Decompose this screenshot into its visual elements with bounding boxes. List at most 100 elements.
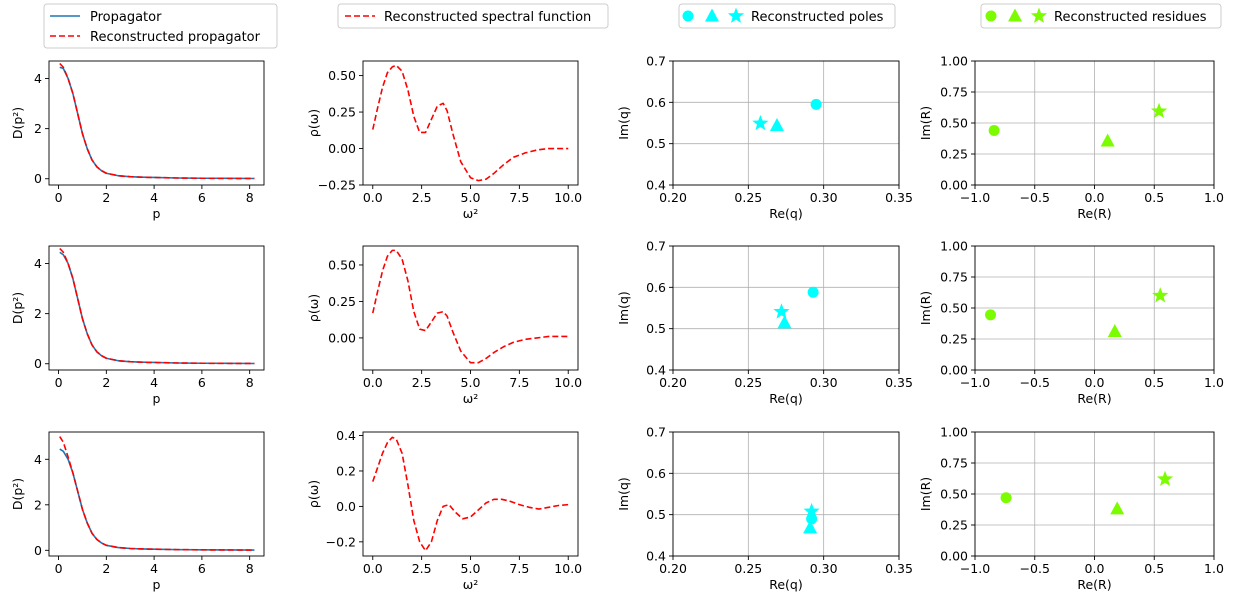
- y-axis-label: Im(q): [616, 291, 631, 325]
- y-axis-label: Im(q): [616, 477, 631, 511]
- ytick-label: 0.4: [646, 363, 666, 378]
- panel-residues-row2: −1.0 −0.5 0.0 0.5 1.0 0.00 0.25 0.50 0.75 1.00 Re(…: [918, 239, 1224, 407]
- xtick-label: 7.5: [509, 375, 529, 390]
- legend-label-poles: Reconstructed poles: [751, 10, 884, 25]
- x-axis-label: Re(R): [1077, 391, 1111, 406]
- ytick-label: 4: [34, 256, 42, 271]
- point-triangle: [769, 117, 784, 131]
- xtick-label: −0.5: [1020, 190, 1050, 205]
- xtick-label: 8: [246, 190, 254, 205]
- xtick-label: 2.5: [412, 375, 432, 390]
- ytick-label: 0.50: [940, 116, 968, 131]
- xtick-label: 8: [246, 375, 254, 390]
- ytick-label: 0.50: [328, 257, 356, 272]
- y-axis-label: Im(q): [616, 106, 631, 140]
- ytick-label: 0.0: [336, 499, 356, 514]
- ytick-label: −0.25: [318, 178, 356, 193]
- xtick-label: 5.0: [461, 375, 481, 390]
- y-axis-label: Im(R): [918, 291, 933, 325]
- panel-residues-row3: −1.0 −0.5 0.0 0.5 1.0 0.00 0.25 0.50 0.75 1.00 Re(…: [918, 425, 1224, 593]
- point-triangle: [777, 315, 792, 329]
- xtick-label: 5.0: [461, 561, 481, 576]
- ytick-label: 1.00: [940, 239, 968, 254]
- legend-marker-circle: [682, 10, 694, 22]
- xtick-label: −1.0: [960, 375, 990, 390]
- xtick-label: 0.30: [810, 190, 838, 205]
- legend-residues: Reconstructed residues: [980, 3, 1222, 29]
- ytick-label: 0.00: [328, 141, 356, 156]
- y-axis-label: ρ(ω): [306, 294, 321, 322]
- point-circle: [807, 286, 819, 298]
- ytick-label: 4: [34, 71, 42, 86]
- point-circle: [1000, 492, 1012, 504]
- xtick-label: 0.0: [1085, 375, 1105, 390]
- ytick-label: −0.2: [326, 534, 356, 549]
- point-star: [752, 114, 769, 131]
- series-reconstructed-propagator: [59, 247, 255, 365]
- ytick-label: 0.7: [646, 54, 666, 69]
- xtick-label: −0.5: [1020, 375, 1050, 390]
- point-triangle: [1110, 501, 1125, 515]
- legend-label-propagator: Propagator: [90, 10, 162, 25]
- legend-label-spectral: Reconstructed spectral function: [384, 10, 591, 25]
- panel-spectral-row3: 0.0 2.5 5.0 7.5 10.0 −0.2 0.0 0.2 0.4 ω² ρ(ω): [306, 428, 582, 592]
- xtick-label: 4: [150, 375, 158, 390]
- xtick-label: 7.5: [509, 561, 529, 576]
- ytick-label: 0.75: [940, 270, 968, 285]
- ytick-label: 0.50: [940, 487, 968, 502]
- xtick-label: 0.20: [659, 561, 687, 576]
- xtick-label: 2.5: [412, 561, 432, 576]
- panel-poles-row2: 0.20 0.25 0.30 0.35 0.4 0.5 0.6 0.7 Re(q) Im(q): [616, 239, 913, 407]
- legend-propagator: Propagator Reconstructed propagator: [43, 3, 278, 49]
- x-axis-label: ω²: [463, 391, 478, 406]
- point-star: [803, 502, 820, 519]
- ytick-label: 0.25: [940, 518, 968, 533]
- xtick-label: 6: [198, 561, 206, 576]
- ytick-label: 0: [34, 171, 42, 186]
- xtick-label: 0.5: [1144, 190, 1164, 205]
- xtick-label: 10.0: [554, 190, 582, 205]
- ytick-label: 0.25: [328, 294, 356, 309]
- x-axis-label: p: [153, 391, 161, 406]
- xtick-label: 0: [55, 190, 63, 205]
- point-triangle: [1107, 324, 1122, 338]
- xtick-label: 0: [55, 561, 63, 576]
- panel-poles-row1: 0.20 0.25 0.30 0.35 0.4 0.5 0.6 0.7 Re(q) Im(q): [616, 54, 913, 222]
- ytick-label: 0.5: [646, 507, 666, 522]
- xtick-label: 10.0: [554, 561, 582, 576]
- xtick-label: 7.5: [509, 190, 529, 205]
- ytick-label: 0.4: [646, 549, 666, 564]
- xtick-label: 2: [102, 190, 110, 205]
- xtick-label: 0.0: [363, 375, 383, 390]
- legend-spectral: Reconstructed spectral function: [337, 3, 609, 29]
- x-axis-label: Re(q): [769, 577, 803, 592]
- ytick-label: 2: [34, 306, 42, 321]
- x-axis-label: ω²: [463, 577, 478, 592]
- series-reconstructed-propagator: [59, 62, 255, 180]
- ytick-label: 0.7: [646, 425, 666, 440]
- point-star: [1150, 102, 1168, 119]
- y-axis-label: Im(R): [918, 106, 933, 140]
- xtick-label: 1.0: [1204, 190, 1224, 205]
- y-axis-label: D(p²): [10, 292, 25, 324]
- ytick-label: 0.75: [940, 85, 968, 100]
- legend-poles: Reconstructed poles: [678, 3, 896, 29]
- axes-frame: [362, 431, 579, 557]
- axes-frame: [672, 60, 900, 186]
- y-axis-label: Im(R): [918, 477, 933, 511]
- point-circle: [988, 124, 1000, 136]
- xtick-label: −1.0: [960, 190, 990, 205]
- ytick-label: 0.6: [646, 466, 666, 481]
- xtick-label: 6: [198, 190, 206, 205]
- y-axis-label: ρ(ω): [306, 109, 321, 137]
- xtick-label: 0.35: [885, 190, 913, 205]
- xtick-label: 0.30: [810, 375, 838, 390]
- ytick-label: 0.6: [646, 280, 666, 295]
- xtick-label: −1.0: [960, 561, 990, 576]
- axes-frame: [672, 245, 900, 371]
- ytick-label: 0.25: [940, 147, 968, 162]
- xtick-label: 1.0: [1204, 375, 1224, 390]
- ytick-label: 0.2: [336, 463, 356, 478]
